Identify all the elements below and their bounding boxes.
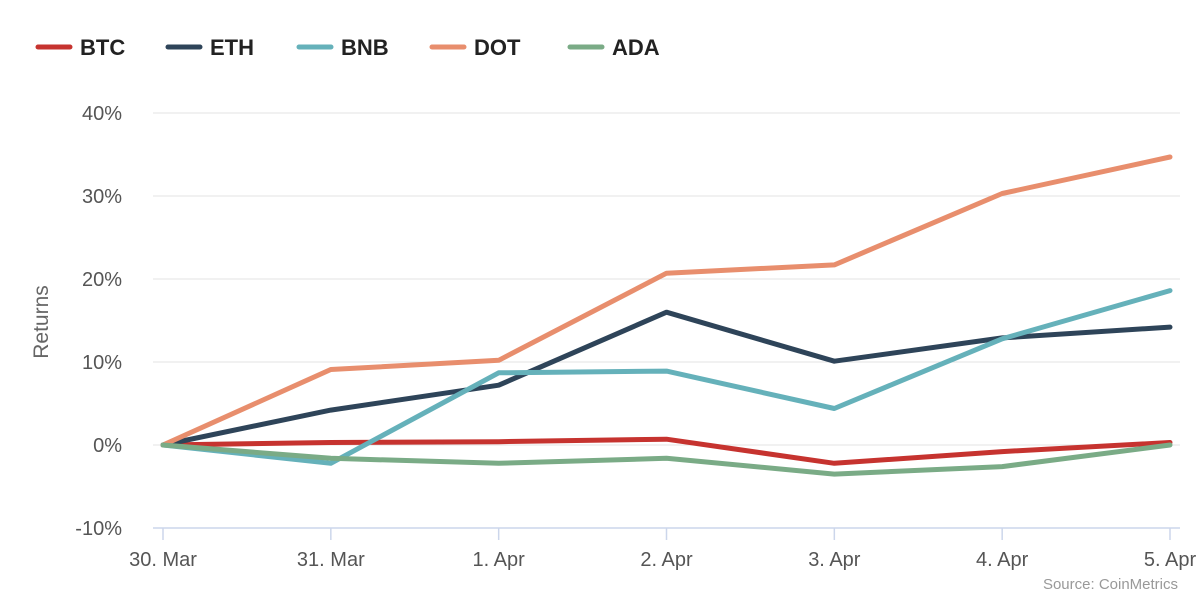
x-tick-label: 5. Apr	[1144, 549, 1197, 571]
y-tick-label: 40%	[82, 103, 122, 125]
y-tick-label: 0%	[93, 435, 122, 457]
y-tick-label: 10%	[82, 352, 122, 374]
legend-label-eth: ETH	[210, 35, 254, 60]
y-tick-label: 30%	[82, 186, 122, 208]
x-tick-label: 3. Apr	[808, 549, 861, 571]
legend-label-dot: DOT	[474, 35, 521, 60]
x-tick-label: 1. Apr	[473, 549, 526, 571]
legend-label-bnb: BNB	[341, 35, 389, 60]
series-line-ada	[160, 442, 1173, 477]
x-tick-label: 31. Mar	[297, 549, 365, 571]
source-label: Source: CoinMetrics	[1043, 576, 1178, 593]
grid-lines	[153, 112, 1180, 446]
series-line-btc	[160, 436, 1173, 466]
legend-label-btc: BTC	[80, 35, 125, 60]
series-line-bnb	[160, 288, 1173, 466]
y-tick-label: -10%	[75, 518, 122, 540]
legend-label-ada: ADA	[612, 35, 660, 60]
x-tick-label: 30. Mar	[129, 549, 197, 571]
x-tick-label: 2. Apr	[640, 549, 693, 571]
y-axis-title: Returns	[30, 285, 53, 359]
y-tick-label: 20%	[82, 269, 122, 291]
series-line-dot	[160, 154, 1173, 448]
legend: BTC ETH BNB DOT ADA	[35, 35, 660, 60]
x-tick-label: 4. Apr	[976, 549, 1029, 571]
series-lines	[160, 154, 1173, 477]
axes: -10% 0% 10% 20% 30% 40% 30. Mar 31. Mar 1. Apr 2.…	[75, 103, 1196, 571]
